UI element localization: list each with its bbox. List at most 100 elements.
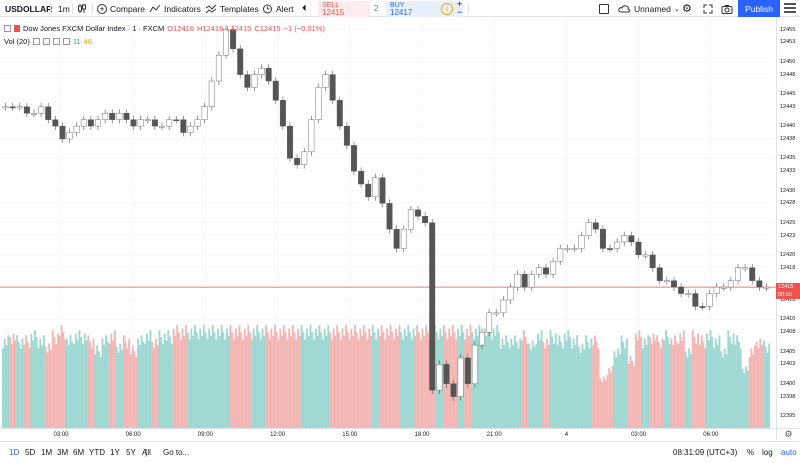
volume-bar xyxy=(190,328,193,428)
watchlist-toggle[interactable] xyxy=(599,0,609,17)
volume-bar xyxy=(615,357,618,428)
volume-bar xyxy=(21,338,24,428)
candle-body xyxy=(571,248,578,250)
settings-icon[interactable] xyxy=(42,38,50,45)
candle-body xyxy=(585,222,592,236)
volume-bar xyxy=(42,335,45,428)
interval-button[interactable]: 1m xyxy=(58,0,70,17)
volume-bar xyxy=(706,333,708,428)
volume-bar xyxy=(25,335,27,428)
range-1y[interactable]: 1Y xyxy=(110,448,120,457)
range-5y[interactable]: 5Y xyxy=(126,448,136,457)
range-3m[interactable]: 3M xyxy=(57,448,69,457)
goto-button[interactable]: Go to... xyxy=(163,448,190,457)
candle-body xyxy=(230,29,237,50)
volume-bar xyxy=(355,332,358,428)
symbol-search[interactable]: USDOLLAR xyxy=(5,0,52,17)
compare-button[interactable]: + Compare xyxy=(97,0,145,17)
plus-button[interactable]: + xyxy=(457,0,463,9)
percent-toggle[interactable]: % xyxy=(747,448,755,457)
chart-style-button[interactable] xyxy=(77,0,87,17)
camera-icon[interactable] xyxy=(721,0,733,17)
volume-bar xyxy=(618,354,621,428)
volume-label[interactable]: Vol (20) xyxy=(4,37,30,46)
publish-button[interactable]: Publish xyxy=(738,0,780,17)
volume-bar xyxy=(217,328,219,428)
volume-bar xyxy=(359,328,362,428)
range-ytd[interactable]: YTD xyxy=(89,448,105,457)
volume-bar xyxy=(37,348,40,428)
volume-bar xyxy=(517,348,520,428)
symbol-title[interactable]: Dow Jones FXCM Dollar Index · 1 · FXCM xyxy=(23,24,165,33)
menu-icon[interactable] xyxy=(784,3,796,15)
volume-bar xyxy=(194,325,196,428)
volume-bar xyxy=(50,349,52,428)
layout-button[interactable]: Unnamed ⌄ xyxy=(618,0,680,17)
templates-button[interactable]: Templates xyxy=(205,0,259,17)
alert-button[interactable]: Alert xyxy=(262,0,293,17)
price-scale[interactable]: 12455 12453 12450 12448 12445 12443 12440 12438… xyxy=(776,17,800,428)
fullscreen-icon[interactable] xyxy=(703,0,713,17)
volume-bar xyxy=(594,335,596,428)
volume-bar xyxy=(727,330,730,428)
volume-bar xyxy=(496,325,499,428)
price-chart[interactable] xyxy=(0,17,776,428)
volume-bar xyxy=(707,340,710,428)
range-1d[interactable]: 1D xyxy=(9,448,20,457)
clock[interactable]: 08:31:09 (UTC+3) xyxy=(673,448,738,457)
range-all[interactable]: All xyxy=(142,448,151,457)
range-5d[interactable]: 5D xyxy=(25,448,36,457)
volume-bar xyxy=(302,332,305,428)
volume-bar xyxy=(39,338,42,428)
close-icon[interactable] xyxy=(52,38,60,45)
volume-legend: Vol (20) 11 46 xyxy=(4,37,92,46)
volume-bar xyxy=(377,328,379,428)
range-6m[interactable]: 6M xyxy=(73,448,85,457)
volume-bar xyxy=(345,325,347,428)
volume-bar xyxy=(679,333,682,428)
volume-bar xyxy=(329,332,331,428)
volume-bar xyxy=(768,343,771,428)
candle-body xyxy=(87,119,94,127)
volume-bar xyxy=(140,335,143,428)
collapse-legend-icon[interactable] xyxy=(4,25,11,32)
candle-body xyxy=(671,280,677,288)
eye-icon[interactable] xyxy=(32,38,40,45)
volume-bar xyxy=(12,333,15,428)
minus-button[interactable]: − xyxy=(457,7,463,17)
log-toggle[interactable]: log xyxy=(762,448,773,457)
time-axis[interactable]: 03:00 06:00 09:00 12:00 15:00 18:00 21:00 4 03:0… xyxy=(0,428,776,440)
auto-toggle[interactable]: auto xyxy=(781,448,797,457)
info-icon[interactable]: i xyxy=(441,3,453,15)
chart-settings-icon[interactable]: ⚙ xyxy=(776,428,800,440)
gear-icon[interactable]: ⚙ xyxy=(682,3,692,15)
volume-bar xyxy=(304,339,307,428)
volume-bar xyxy=(119,343,122,428)
volume-bar xyxy=(501,338,504,428)
volume-bar xyxy=(690,354,692,428)
volume-value: 11 xyxy=(72,37,81,46)
volume-bar xyxy=(60,325,63,428)
sell-button[interactable]: SELL 12415 xyxy=(318,1,370,17)
volume-bar xyxy=(44,346,47,428)
volume-bar xyxy=(764,346,767,428)
candle-body xyxy=(685,293,692,295)
volume-bar xyxy=(249,332,251,428)
volume-bar xyxy=(478,325,481,428)
indicators-button[interactable]: Indicators xyxy=(149,0,201,17)
range-1m[interactable]: 1M xyxy=(41,448,53,457)
volume-bar xyxy=(505,335,507,428)
volume-bar xyxy=(498,332,500,428)
more-icon[interactable] xyxy=(62,38,70,45)
volume-bar xyxy=(709,330,712,428)
candle-body xyxy=(322,74,329,88)
volume-bar xyxy=(617,348,619,428)
volume-bar xyxy=(640,336,643,428)
current-price-label: 12415 xyxy=(776,283,800,292)
volume-bar xyxy=(407,325,410,428)
candle-body xyxy=(407,209,414,230)
volume-bar xyxy=(562,348,564,428)
volume-bar xyxy=(96,345,99,428)
replay-button[interactable]: ⏴ xyxy=(302,0,307,17)
volume-bar xyxy=(332,328,335,428)
